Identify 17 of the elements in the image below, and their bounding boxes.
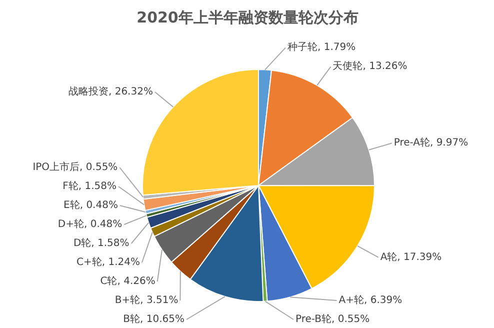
slice-label: 种子轮, 1.79% [288,41,356,54]
slice-label: C轮, 4.26% [100,275,156,287]
chart-title: 2020年上半年融资数量轮次分布 [136,8,358,26]
slice-label: B轮, 10.65% [123,313,185,325]
slice-label: A轮, 17.39% [380,250,442,263]
slice-label: Pre-B轮, 0.55% [295,313,370,325]
slice-label: D+轮, 0.48% [58,218,122,230]
slice-label: 战略投资, 26.32% [68,86,153,98]
slice-label: D轮, 1.58% [73,237,130,249]
slice-label: F轮, 1.58% [62,180,117,192]
slice-label: B+轮, 3.51% [114,294,178,306]
slice-label: IPO上市后, 0.55% [32,161,118,173]
slice-label: A+轮, 6.39% [338,294,402,306]
slice-label: C+轮, 1.24% [76,256,140,268]
slice-label: Pre-A轮, 9.97% [394,136,468,149]
slice-label: E轮, 0.48% [64,199,118,211]
slice-label: 天使轮, 13.26% [332,60,408,72]
